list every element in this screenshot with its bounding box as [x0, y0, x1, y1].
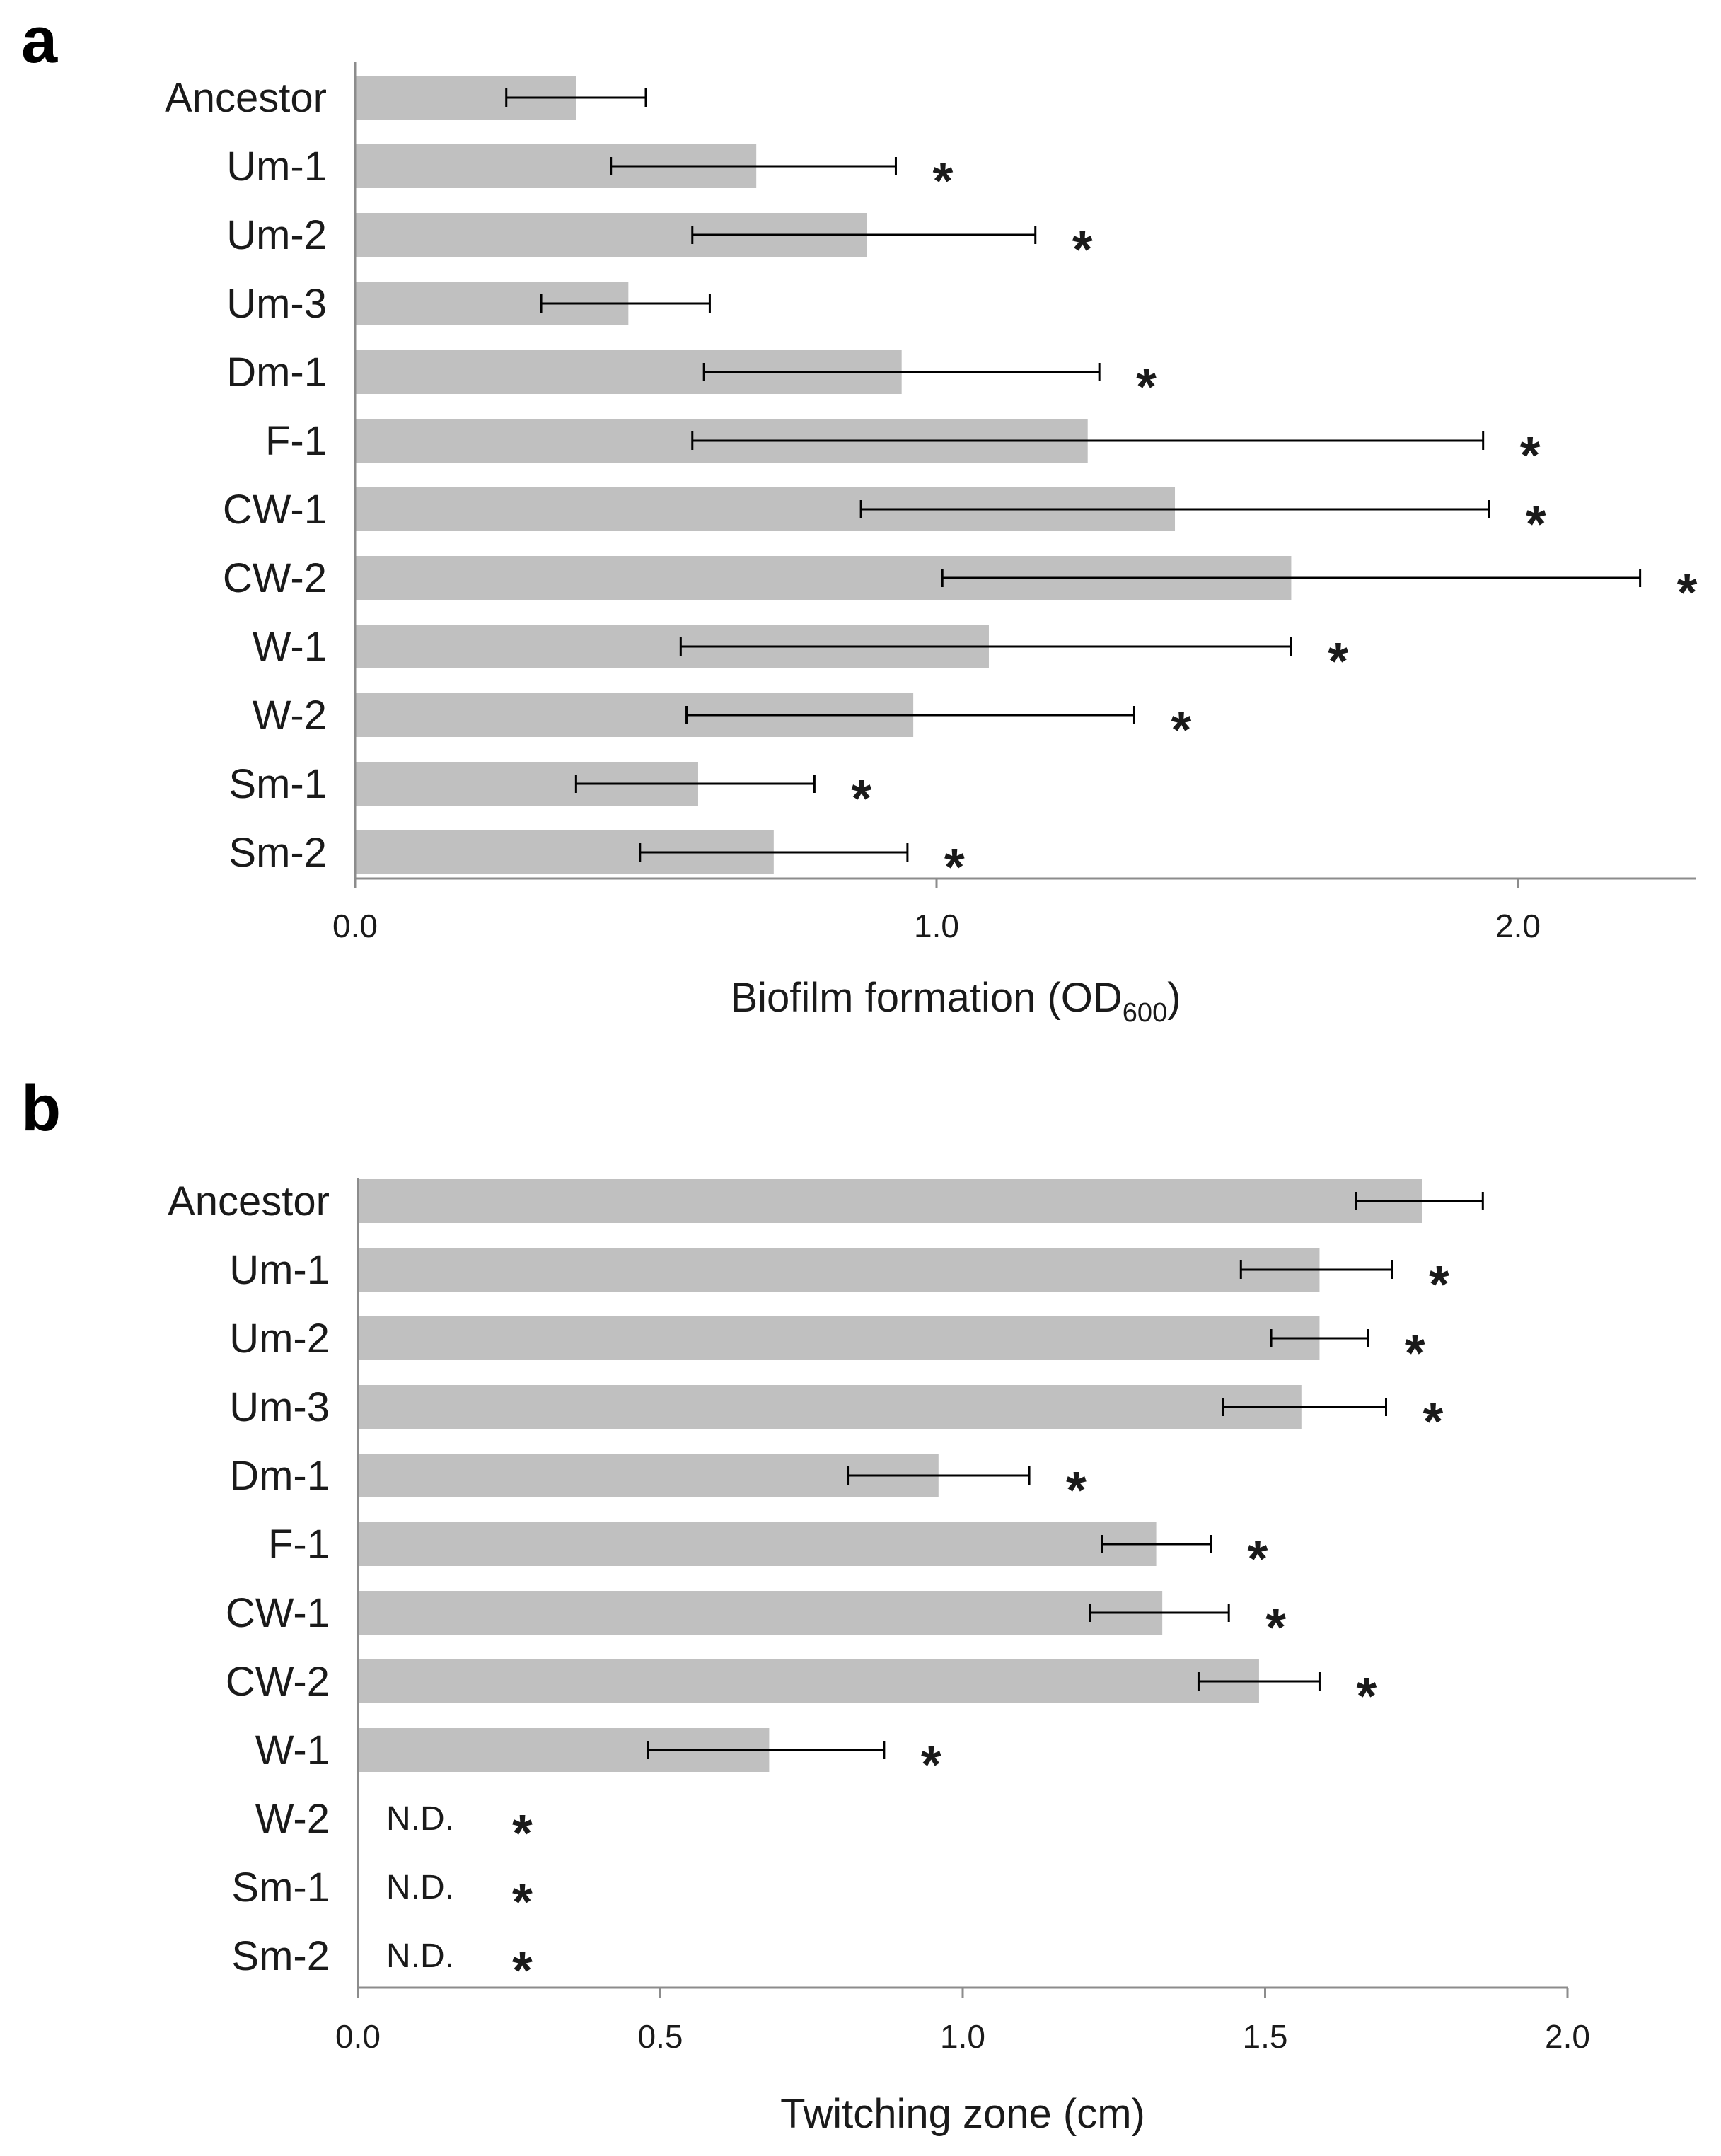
error-bar — [1089, 1604, 1230, 1622]
category-label: CW-2 — [226, 1659, 330, 1705]
panel-letter: b — [21, 1072, 61, 1144]
significance-star: * — [1171, 700, 1191, 759]
significance-star: * — [512, 1941, 533, 2000]
significance-star: * — [851, 769, 871, 828]
category-label: Ancestor — [165, 75, 327, 121]
x-axis-title: Twitching zone (cm) — [780, 2091, 1145, 2137]
category-label: Dm-1 — [226, 349, 327, 395]
bar — [358, 1248, 1320, 1292]
bar — [358, 1591, 1163, 1635]
error-bar — [941, 569, 1642, 587]
error-bar — [1101, 1535, 1212, 1553]
not-determined-label: N.D. — [386, 1869, 454, 1906]
panel-letter: a — [21, 4, 58, 76]
category-label: W-2 — [255, 1796, 330, 1842]
significance-star: * — [1328, 632, 1348, 690]
category-label: Sm-2 — [228, 830, 327, 876]
bar — [358, 1454, 939, 1497]
error-bar — [1222, 1398, 1387, 1416]
significance-star: * — [1248, 1529, 1268, 1588]
error-bar — [639, 843, 909, 862]
panel-b-twitching-chart: b Ancestor Um-1 * Um-2 * Um-3 * Dm-1 * F-1 * CW-1 * CW… — [21, 1072, 1590, 2137]
significance-star: * — [921, 1735, 941, 1794]
significance-star: * — [1356, 1667, 1377, 1725]
category-label: Dm-1 — [229, 1453, 330, 1499]
significance-star: * — [512, 1804, 533, 1862]
bar — [358, 1522, 1157, 1566]
error-bar — [847, 1466, 1031, 1485]
category-label: Sm-2 — [231, 1933, 330, 1979]
category-label: CW-2 — [223, 555, 327, 601]
category-label: Um-2 — [229, 1316, 330, 1362]
error-bar — [1270, 1329, 1369, 1348]
category-label: Um-3 — [226, 281, 327, 327]
error-bar — [685, 706, 1135, 724]
significance-star: * — [1405, 1323, 1425, 1382]
x-tick-label: 1.0 — [940, 2018, 985, 2055]
category-label: W-1 — [253, 624, 327, 670]
category-label: Sm-1 — [228, 761, 327, 807]
x-tick-label: 0.5 — [638, 2018, 683, 2055]
x-axis-title-suffix: ) — [1167, 975, 1181, 1021]
significance-star: * — [1072, 220, 1093, 279]
bar — [358, 1659, 1259, 1703]
x-tick-label: 0.0 — [335, 2018, 381, 2055]
significance-star: * — [1526, 494, 1546, 553]
category-label: Um-1 — [226, 144, 327, 190]
error-bar — [647, 1741, 886, 1759]
category-label: CW-1 — [226, 1590, 330, 1636]
category-label: Um-2 — [226, 212, 327, 258]
error-bar — [574, 775, 816, 793]
x-axis-title: Biofilm formation (OD600) — [730, 975, 1181, 1028]
x-tick-label: 1.5 — [1243, 2018, 1288, 2055]
error-bar — [691, 431, 1485, 450]
error-bar — [691, 226, 1037, 244]
error-bar — [1239, 1260, 1393, 1279]
significance-star: * — [1677, 563, 1698, 622]
x-tick-label: 1.0 — [914, 908, 959, 944]
x-axis-title-text: Twitching zone (cm) — [780, 2091, 1145, 2137]
significance-star: * — [944, 838, 965, 896]
error-bar — [505, 88, 647, 107]
significance-star: * — [1520, 426, 1541, 485]
panel-a-biofilm-chart: a Ancestor Um-1 * Um-2 * Um-3 Dm-1 * F-1 * CW-1 * CW-… — [21, 4, 1698, 1028]
significance-star: * — [1429, 1255, 1449, 1314]
bar — [358, 1179, 1422, 1223]
category-label: Um-1 — [229, 1247, 330, 1293]
category-label: F-1 — [268, 1522, 330, 1567]
error-bar — [1197, 1672, 1321, 1691]
not-determined-label: N.D. — [386, 1800, 454, 1838]
x-tick-label: 0.0 — [332, 908, 378, 944]
error-bar — [859, 500, 1490, 518]
bar — [358, 1385, 1302, 1429]
category-label: Ancestor — [168, 1178, 330, 1224]
category-label: W-2 — [253, 692, 327, 738]
not-determined-label: N.D. — [386, 1937, 454, 1975]
significance-star: * — [1265, 1598, 1286, 1657]
error-bar — [679, 637, 1292, 656]
error-bar — [540, 294, 711, 313]
x-axis-title-text: Biofilm formation (OD — [730, 975, 1122, 1021]
category-label: CW-1 — [223, 487, 327, 533]
significance-star: * — [512, 1872, 533, 1931]
significance-star: * — [1423, 1392, 1444, 1451]
category-label: W-1 — [255, 1727, 330, 1773]
category-label: F-1 — [265, 418, 327, 464]
x-tick-label: 2.0 — [1545, 2018, 1590, 2055]
error-bar — [1355, 1192, 1484, 1210]
significance-star: * — [932, 151, 953, 210]
x-tick-label: 2.0 — [1495, 908, 1541, 944]
error-bar — [702, 363, 1101, 381]
error-bar — [610, 157, 897, 175]
significance-star: * — [1136, 357, 1157, 416]
significance-star: * — [1066, 1461, 1087, 1519]
category-label: Um-3 — [229, 1384, 330, 1430]
x-axis-title-subscript: 600 — [1123, 998, 1167, 1028]
bar — [358, 1316, 1320, 1360]
category-label: Sm-1 — [231, 1865, 330, 1911]
